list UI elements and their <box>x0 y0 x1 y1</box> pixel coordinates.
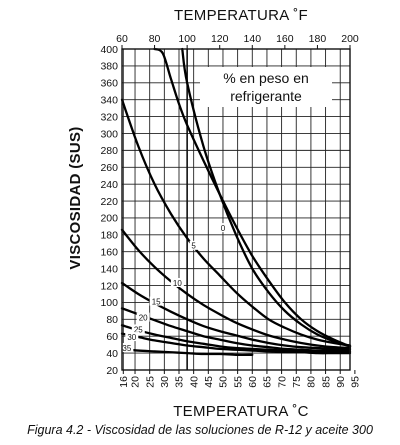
top-tick-label: 80 <box>149 33 161 45</box>
series-curve <box>153 47 352 348</box>
series-curve <box>120 98 352 347</box>
top-tick-label: 180 <box>309 33 327 45</box>
y-tick-label: 340 <box>100 94 118 106</box>
y-tick-label: 120 <box>100 280 118 292</box>
curve-label: 25 <box>134 325 143 334</box>
curve-label: 30 <box>127 333 136 342</box>
legend-line-1: % en peso en <box>223 70 309 86</box>
bottom-tick-label: 80 <box>306 376 318 388</box>
top-axis-title: TEMPERATURA ˚F <box>174 7 308 24</box>
plot-frame <box>121 48 351 371</box>
series-curve <box>120 347 254 357</box>
bottom-tick-label: 16 <box>118 376 130 388</box>
y-tick-label: 220 <box>100 196 118 208</box>
bottom-tick-label: 90 <box>335 376 347 388</box>
axes <box>121 45 356 374</box>
y-tick-label: 60 <box>106 331 118 343</box>
series-curve <box>120 228 352 350</box>
curve-label-bg <box>131 324 145 334</box>
top-tick-label: 60 <box>116 33 128 45</box>
bottom-tick-label: 25 <box>144 376 156 388</box>
curve-label: 20 <box>139 313 148 322</box>
y-tick-label: 240 <box>100 179 118 191</box>
series-curve <box>120 332 352 355</box>
curve-label-bg <box>218 223 227 233</box>
bottom-tick-label: 70 <box>276 376 288 388</box>
y-tick-label: 360 <box>100 78 118 90</box>
bottom-tick-label: 35 <box>174 376 186 388</box>
legend-background <box>200 67 332 107</box>
curve-label: 15 <box>152 297 161 306</box>
bottom-tick-label: 20 <box>130 376 142 388</box>
curve-label: 35 <box>122 344 131 353</box>
bottom-tick-label: 95 <box>350 376 362 388</box>
bottom-axis-title: TEMPERATURA ˚C <box>173 403 309 420</box>
series-curve <box>120 281 352 351</box>
curve-label-bg <box>125 332 139 342</box>
bottom-tick-label: 30 <box>159 376 171 388</box>
y-tick-label: 380 <box>100 61 118 73</box>
bottom-tick-label: 55 <box>232 376 244 388</box>
bottom-tick-label: 65 <box>262 376 274 388</box>
grid-lines <box>122 48 350 371</box>
curve-label-bg <box>149 296 163 306</box>
curve-label: 0 <box>221 224 226 233</box>
tick-labels: 2040608010012014016018020022024026028030… <box>100 33 361 388</box>
y-tick-label: 40 <box>106 348 118 360</box>
figure-caption: Figura 4.2 - Viscosidad de las solucione… <box>27 423 373 437</box>
y-axis-title: VISCOSIDAD (SUS) <box>67 126 84 269</box>
curve-label: 5 <box>191 242 196 251</box>
bottom-tick-label: 50 <box>218 376 230 388</box>
y-tick-label: 400 <box>100 44 118 56</box>
y-tick-label: 180 <box>100 230 118 242</box>
curve-label-bg <box>136 312 150 322</box>
curve-label: 10 <box>173 279 182 288</box>
curve-label-bg <box>120 343 134 353</box>
bottom-tick-label: 45 <box>203 376 215 388</box>
bottom-tick-label: 85 <box>320 376 332 388</box>
series-curve <box>120 324 352 354</box>
y-tick-label: 300 <box>100 128 118 140</box>
top-tick-label: 160 <box>276 33 294 45</box>
curve-label-bg <box>170 277 184 287</box>
top-tick-label: 140 <box>244 33 262 45</box>
legend-box: % en peso en refrigerante <box>200 67 332 107</box>
y-tick-label: 140 <box>100 263 118 275</box>
legend-line-2: refrigerante <box>230 88 302 104</box>
series-curves <box>120 47 352 357</box>
series-curve <box>181 47 352 348</box>
bottom-tick-label: 40 <box>188 376 200 388</box>
y-tick-label: 160 <box>100 247 118 259</box>
bottom-tick-label: 75 <box>291 376 303 388</box>
y-tick-label: 280 <box>100 145 118 157</box>
top-tick-label: 120 <box>211 33 229 45</box>
y-tick-label: 20 <box>106 365 118 377</box>
y-tick-label: 320 <box>100 111 118 123</box>
y-tick-label: 80 <box>106 314 118 326</box>
y-tick-label: 260 <box>100 162 118 174</box>
top-tick-label: 100 <box>178 33 196 45</box>
top-tick-label: 200 <box>341 33 359 45</box>
y-tick-label: 100 <box>100 297 118 309</box>
bottom-tick-label: 60 <box>247 376 259 388</box>
curve-label-bg <box>189 240 198 250</box>
y-tick-label: 200 <box>100 213 118 225</box>
